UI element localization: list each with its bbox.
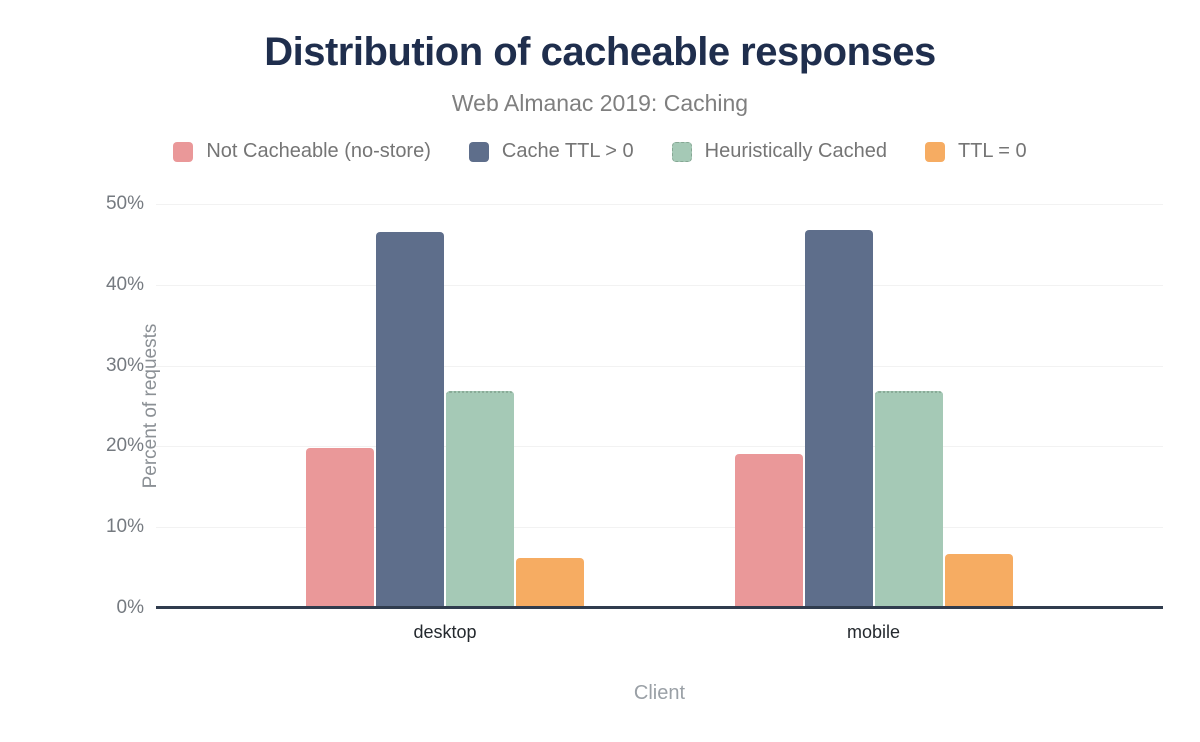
legend-swatch-icon	[468, 141, 489, 162]
bar-mobile-cache-ttl-0[interactable]	[804, 229, 873, 608]
legend-swatch-icon	[173, 141, 194, 162]
bar-desktop-ttl-0[interactable]	[516, 557, 584, 608]
x-category-label-mobile: mobile	[846, 622, 901, 642]
y-tick-label: 30%	[105, 354, 144, 376]
legend-label: TTL = 0	[957, 140, 1027, 162]
legend-label: Cache TTL > 0	[501, 140, 634, 162]
x-category-label-desktop: desktop	[413, 622, 477, 642]
y-tick-label: 50%	[105, 193, 144, 214]
y-axis-title: Percent of requests	[140, 323, 161, 489]
y-tick-label: 10%	[105, 516, 144, 538]
y-tick-label: 40%	[105, 273, 144, 295]
bar-mobile-ttl-0[interactable]	[944, 553, 1013, 608]
y-tick-label: 20%	[105, 435, 144, 457]
legend-item-ttl-0: TTL = 0	[924, 140, 1027, 163]
gridline-30	[156, 365, 1163, 367]
plot-area: Percent of requests Client 0% 10% 20% 30% 40…	[106, 193, 1163, 704]
bar-mobile-heuristically-cached[interactable]	[874, 391, 943, 608]
legend-item-cache-ttl-0: Cache TTL > 0	[468, 140, 634, 163]
gridline-10	[156, 527, 1163, 529]
x-axis-line	[156, 606, 1163, 609]
bar-desktop-not-cacheable-no-store[interactable]	[306, 448, 374, 608]
legend-swatch-icon	[924, 141, 945, 162]
y-tick-label: 0%	[116, 597, 144, 618]
gridline-20	[156, 446, 1163, 448]
legend-swatch-icon	[671, 141, 692, 162]
gridline-40	[156, 284, 1163, 286]
bar-desktop-cache-ttl-0[interactable]	[376, 232, 444, 608]
legend-item-heuristically-cached: Heuristically Cached	[671, 140, 887, 163]
x-axis-title: Client	[633, 682, 686, 704]
chart-subtitle: Web Almanac 2019: Caching	[451, 90, 749, 116]
chart-title: Distribution of cacheable responses	[264, 30, 936, 74]
legend-item-not-cacheable-no-store: Not Cacheable (no-store)	[173, 140, 431, 163]
legend-label: Not Cacheable (no-store)	[206, 140, 431, 162]
legend-label: Heuristically Cached	[704, 140, 887, 162]
bar-desktop-heuristically-cached[interactable]	[446, 391, 514, 608]
legend: Not Cacheable (no-store) Cache TTL > 0 Heu…	[0, 140, 1200, 163]
gridline-50	[156, 204, 1163, 205]
bar-mobile-not-cacheable-no-store[interactable]	[734, 453, 803, 608]
